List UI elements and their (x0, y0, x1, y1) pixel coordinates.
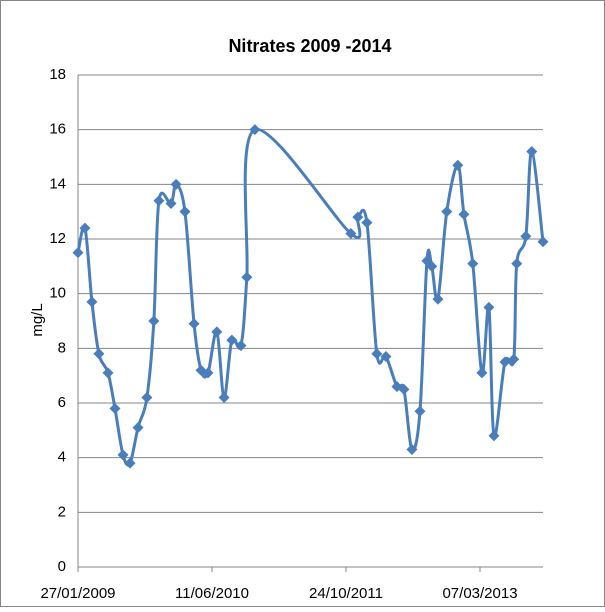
marker (226, 334, 238, 346)
marker (441, 206, 453, 218)
marker (117, 449, 129, 461)
marker (426, 260, 438, 272)
marker (520, 230, 532, 242)
y-tick-label: 4 (58, 449, 66, 466)
series-line (76, 128, 545, 467)
marker (508, 353, 520, 365)
marker (79, 222, 91, 234)
marker (148, 315, 160, 327)
y-tick-label: 18 (49, 66, 66, 83)
y-tick-label: 0 (58, 558, 66, 575)
x-tick-label: 11/06/2010 (175, 585, 249, 602)
x-tick-label: 07/03/2013 (442, 585, 517, 602)
marker (235, 340, 247, 352)
y-tick-label: 12 (49, 230, 66, 247)
marker (86, 296, 98, 308)
marker (380, 351, 392, 363)
x-tick-label: 27/01/2009 (40, 585, 115, 602)
chart-title: Nitrates 2009 -2014 (228, 36, 391, 56)
marker (188, 318, 200, 330)
marker (352, 211, 364, 223)
marker (102, 367, 114, 379)
marker (211, 326, 223, 338)
marker (458, 208, 470, 220)
marker (153, 195, 165, 207)
marker (132, 422, 144, 434)
marker (72, 247, 84, 259)
marker (218, 392, 230, 404)
marker (526, 146, 538, 158)
marker (345, 228, 357, 240)
marker (109, 402, 121, 414)
marker (179, 206, 191, 218)
y-tick-label: 6 (58, 394, 66, 411)
marker (371, 348, 383, 360)
marker (499, 356, 511, 368)
x-tick-label: 24/10/2011 (309, 585, 383, 602)
marker (511, 258, 523, 270)
marker (488, 430, 500, 442)
marker (452, 159, 464, 171)
marker (361, 217, 373, 229)
y-tick-label: 16 (49, 121, 66, 138)
marker (249, 124, 261, 136)
y-axis-label: mg/L (29, 303, 46, 336)
marker (483, 301, 495, 313)
marker (467, 258, 479, 270)
marker (141, 392, 153, 404)
marker (241, 271, 253, 283)
y-tick-label: 2 (58, 503, 66, 520)
marker (414, 405, 426, 417)
marker (170, 178, 182, 190)
y-tick-label: 14 (49, 175, 66, 192)
marker (476, 367, 488, 379)
marker (93, 348, 105, 360)
y-tick-label: 10 (49, 285, 66, 302)
marker (537, 236, 549, 248)
marker (165, 197, 177, 209)
marker (398, 383, 410, 395)
marker (124, 457, 136, 469)
y-tick-label: 8 (58, 339, 66, 356)
marker (432, 293, 444, 305)
marker (406, 443, 418, 455)
marker (202, 367, 214, 379)
